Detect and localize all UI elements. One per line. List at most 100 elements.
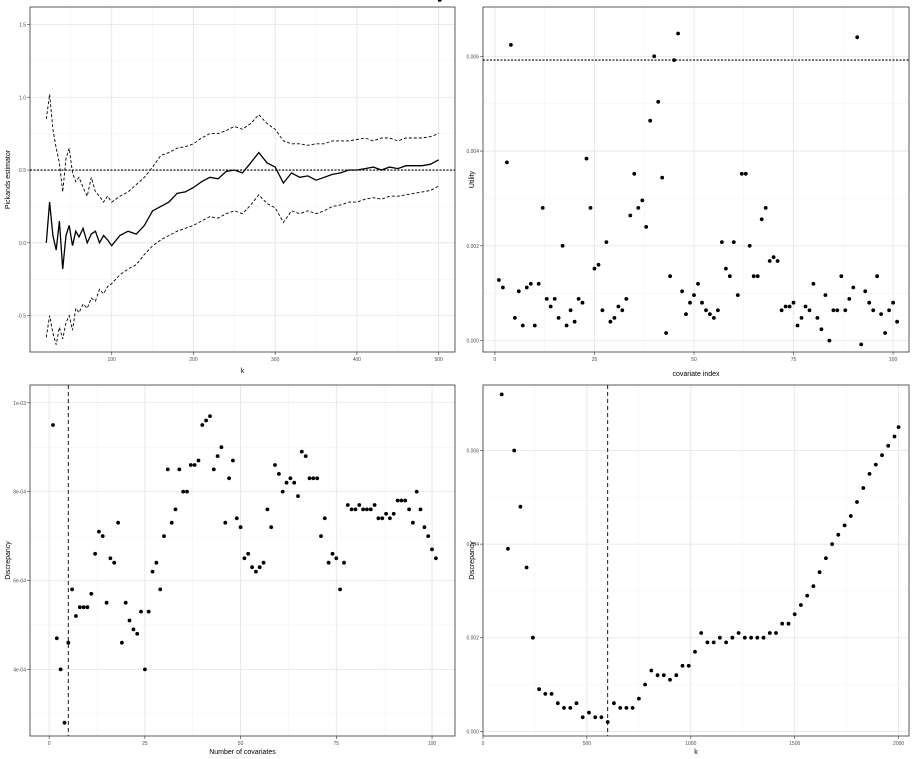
data-point [718,635,722,640]
data-point [322,516,327,521]
data-point [273,463,277,467]
data-point [656,99,661,104]
data-point [123,600,128,605]
data-point [108,556,113,561]
data-point [680,289,684,294]
data-point [338,587,342,592]
data-point [711,640,716,645]
data-point [811,281,816,286]
data-point [747,243,752,248]
data-point [660,175,665,180]
data-point [342,560,346,565]
data-point [430,547,434,552]
data-point [767,259,772,263]
data-point [223,520,228,525]
data-point [892,434,897,439]
data-point [303,454,308,458]
data-point [89,591,94,596]
data-point [700,300,704,305]
data-point [150,569,155,574]
data-point [548,304,553,309]
data-point [704,308,708,313]
x-tick-label: 100 [108,357,117,363]
data-point [395,498,400,503]
y-axis-title: Discrepancy [5,541,12,580]
y-tick-label: 0.000 [466,729,479,735]
data-point [604,240,609,245]
data-point [127,618,132,623]
data-point [708,312,712,316]
data-point [139,609,143,614]
panel-top-left: 100 200 300 400 500 -0.5 0.0 0.5 1.0 1.5 k Pickands… [5,6,456,375]
data-point [652,54,657,59]
data-point [173,507,178,512]
data-point [847,297,852,301]
data-point [803,304,808,309]
data-point [624,297,629,301]
data-point [827,338,832,343]
data-point [811,584,816,589]
data-point [277,472,281,476]
data-point [135,631,140,636]
data-point [676,31,680,36]
x-tick-label: 100 [889,357,898,363]
x-tick-label: 0 [48,741,51,747]
data-point [855,500,859,504]
data-point [763,206,768,210]
data-point [296,494,300,498]
data-point [843,308,848,313]
x-tick-label: 75 [334,741,340,747]
data-point [407,507,411,512]
data-point [861,486,866,490]
data-point [759,217,764,222]
data-point [880,453,884,458]
y-tick-label: 0.002 [466,636,479,642]
data-point [842,523,847,528]
data-point [819,327,824,332]
data-point [572,319,577,324]
x-tick-label: 400 [353,357,362,363]
x-tick-label: 0 [494,357,497,363]
y-tick-label: 6e-04 [13,578,26,584]
data-point [537,687,541,692]
data-point [620,308,625,313]
data-point [219,445,224,450]
data-point [426,534,431,538]
data-point [100,534,105,538]
data-point [154,560,159,565]
data-point [580,715,585,720]
confidence-band-line [45,185,439,345]
data-point [399,498,404,503]
data-point [612,701,616,706]
panel-top-right: 0 25 50 75 100 0.000 0.002 0.004 0.006 covariate … [466,6,910,378]
data-point [791,300,796,305]
data-point [830,542,834,546]
data-point [755,635,760,640]
data-point [246,551,251,556]
data-point [261,560,266,565]
data-point [524,285,529,290]
data-point [93,551,97,556]
data-point [311,476,316,481]
data-point [630,706,635,710]
data-point [536,281,541,286]
data-point [895,319,899,324]
data-point [775,259,780,263]
data-point [564,323,569,328]
data-point [196,458,201,463]
data-point [208,414,212,418]
data-point [596,262,601,267]
y-tick-label: 0.002 [466,244,479,250]
y-tick-label: 0.004 [466,542,479,548]
data-point [592,266,597,271]
data-point [599,715,604,720]
data-point [699,631,704,635]
data-point [805,593,810,598]
data-point [234,516,239,521]
data-point [684,312,688,316]
data-point [384,511,388,516]
data-point [616,304,621,309]
data-point [250,565,255,570]
data-point [632,171,637,176]
data-point [368,507,373,512]
